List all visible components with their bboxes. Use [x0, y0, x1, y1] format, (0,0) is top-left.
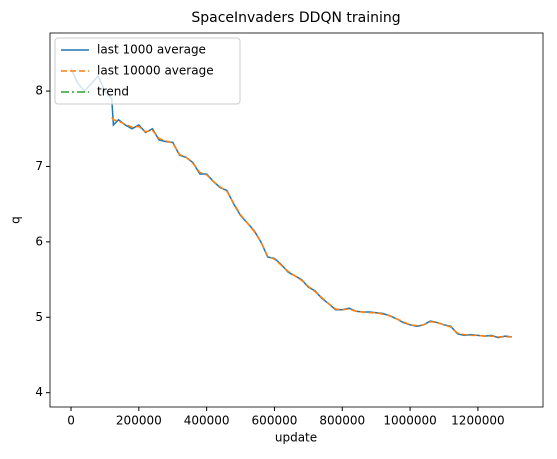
axes-frame [49, 32, 544, 408]
x-tick-label: 800000 [319, 414, 365, 428]
legend-label: last 10000 average [97, 64, 214, 78]
x-tick-label: 200000 [116, 414, 162, 428]
chart-title: SpaceInvaders DDQN training [191, 10, 400, 26]
y-tick-label: 7 [35, 159, 43, 173]
y-axis-label: q [9, 216, 23, 224]
x-tick-label: 0 [67, 414, 75, 428]
x-tick-label: 600000 [252, 414, 298, 428]
series-line [70, 68, 512, 339]
y-tick-label: 4 [35, 385, 43, 399]
x-axis-label: update [275, 431, 317, 445]
legend-label: trend [97, 85, 129, 99]
y-tick-label: 5 [35, 310, 43, 324]
x-tick-label: 1200000 [451, 414, 504, 428]
x-tick-label: 1000000 [383, 414, 436, 428]
y-tick-label: 8 [35, 84, 43, 98]
series-line [111, 117, 512, 338]
y-tick-label: 6 [35, 234, 43, 248]
legend-label: last 1000 average [97, 43, 206, 57]
legend-box [54, 37, 241, 105]
x-tick-label: 400000 [184, 414, 230, 428]
